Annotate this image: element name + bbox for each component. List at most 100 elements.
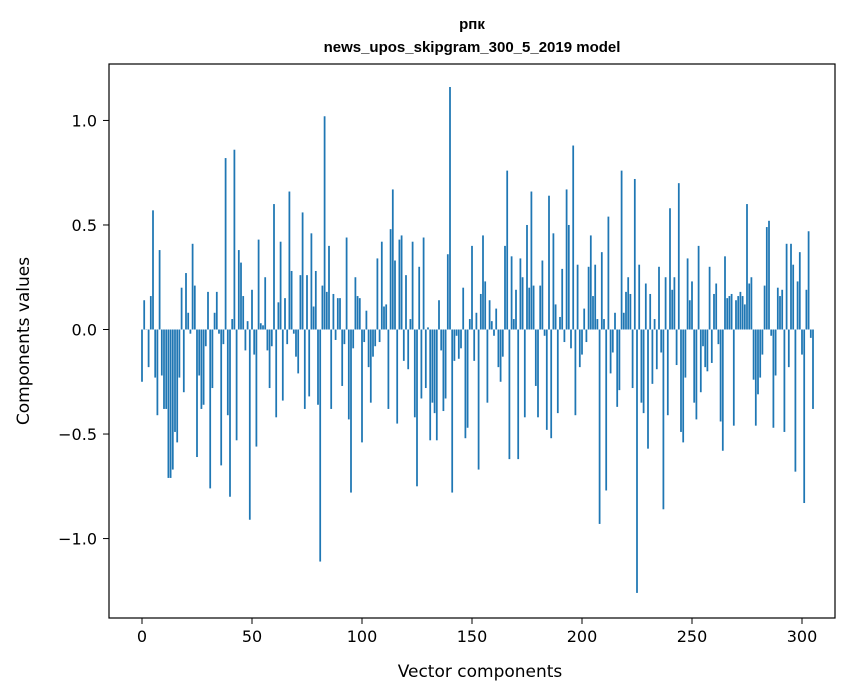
bar (479, 293, 482, 330)
bar (345, 237, 348, 330)
bar (572, 145, 575, 330)
bar (389, 229, 392, 330)
bar (431, 329, 434, 403)
bar (512, 319, 515, 330)
bar (215, 291, 218, 330)
bar (339, 298, 341, 330)
bar (708, 266, 711, 330)
bar (347, 329, 350, 420)
bar (556, 329, 559, 414)
bar (361, 329, 363, 443)
bar-series (141, 86, 814, 593)
x-axis-label: Vector components (398, 662, 563, 682)
bar (559, 316, 561, 330)
bar (805, 289, 808, 330)
bar (380, 241, 383, 330)
bar (240, 262, 242, 330)
bar (226, 329, 229, 416)
bar (587, 266, 590, 330)
bar (539, 285, 542, 330)
x-tick-label: 250 (677, 627, 708, 646)
bar (482, 235, 484, 330)
bar (717, 329, 720, 345)
bar (314, 270, 317, 330)
bar (710, 329, 713, 363)
bar (785, 243, 788, 330)
bar (682, 329, 685, 443)
bar (383, 306, 385, 330)
bar (636, 329, 638, 593)
bar (292, 329, 295, 334)
x-axis-ticks: 0 50 100 150 200 250 300 (137, 618, 817, 646)
bar (279, 241, 282, 330)
bar (363, 329, 366, 343)
bar (574, 329, 577, 416)
bar (178, 329, 181, 378)
bar (570, 329, 572, 349)
bar (451, 329, 454, 493)
bar (385, 304, 388, 330)
bar (462, 287, 465, 330)
bar (488, 300, 491, 330)
bar (229, 329, 231, 497)
bar (545, 329, 548, 430)
bar (378, 329, 381, 343)
bar (152, 210, 154, 330)
bar (308, 329, 311, 397)
bar (266, 329, 269, 351)
bar (253, 329, 256, 355)
bar (732, 329, 735, 426)
bar (812, 329, 814, 409)
bar (754, 329, 757, 426)
y-tick-label: −0.5 (58, 425, 97, 444)
bar (713, 293, 715, 330)
bar (167, 329, 170, 478)
bar (435, 329, 438, 441)
bar (554, 304, 557, 330)
bar (244, 329, 247, 351)
bar (286, 329, 289, 345)
bar (367, 329, 370, 368)
bar (726, 298, 729, 330)
bar (622, 312, 625, 330)
bar (446, 254, 449, 330)
bar (567, 224, 570, 330)
bar (763, 285, 766, 330)
bar (341, 329, 344, 386)
bar (801, 329, 803, 355)
bar (506, 170, 509, 330)
bar (350, 329, 352, 493)
bar (376, 258, 379, 330)
bar (684, 329, 687, 378)
bar (180, 287, 183, 330)
y-tick-label: 1.0 (72, 111, 97, 130)
bar (655, 329, 658, 370)
bar (618, 329, 621, 391)
bar (607, 216, 610, 330)
bar (798, 252, 801, 330)
bar (334, 329, 337, 340)
bar (748, 283, 751, 330)
bar (541, 260, 544, 330)
bar (660, 329, 663, 353)
bar (213, 312, 216, 330)
bar (603, 319, 605, 330)
bar (237, 250, 240, 330)
bar (796, 281, 799, 330)
bar (141, 329, 143, 382)
bar (277, 302, 280, 330)
bar (233, 149, 236, 330)
bar (680, 329, 682, 432)
bar (427, 327, 429, 330)
bar (633, 178, 636, 330)
bar (475, 312, 478, 330)
bar (400, 235, 403, 330)
bar (191, 243, 194, 330)
bar (251, 289, 253, 330)
bar (193, 285, 196, 330)
bar (328, 245, 330, 330)
bar (420, 329, 423, 399)
bar (429, 329, 432, 441)
bar (413, 329, 416, 418)
bar (728, 296, 731, 330)
